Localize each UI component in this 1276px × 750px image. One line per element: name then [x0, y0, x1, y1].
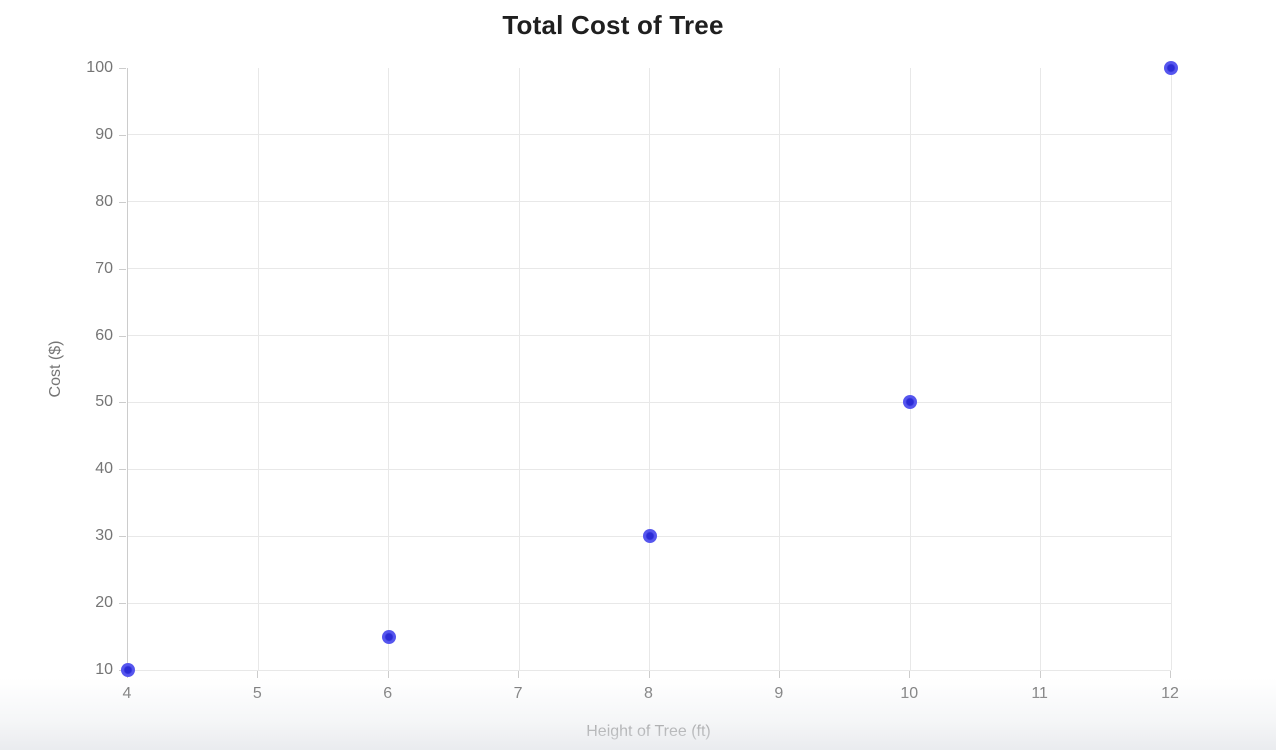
x-tick-label-8: 8 — [644, 685, 653, 702]
x-tick-8 — [648, 671, 650, 678]
x-tick-label-12: 12 — [1161, 685, 1179, 702]
y-tick-30 — [119, 536, 126, 538]
chart-title: Total Cost of Tree — [502, 10, 724, 40]
data-point-6-15[interactable] — [381, 629, 396, 644]
gridline-x-9 — [779, 68, 781, 670]
x-tick-label-10: 10 — [900, 685, 919, 702]
data-point-4-10[interactable] — [121, 663, 135, 677]
y-tick-90 — [119, 134, 126, 136]
gridline-x-11 — [1040, 68, 1042, 670]
gridline-y-10 — [128, 669, 1171, 671]
gridline-x-7 — [518, 68, 520, 670]
x-tick-label-6: 6 — [383, 685, 393, 702]
x-tick-label-4: 4 — [122, 685, 132, 702]
y-tick-label-60: 60 — [95, 326, 113, 344]
x-axis-title: Height of Tree (ft) — [586, 723, 711, 740]
y-tick-60 — [119, 335, 126, 337]
x-tick-label-9: 9 — [774, 685, 784, 702]
data-point-12-100[interactable] — [1164, 61, 1178, 75]
y-tick-40 — [119, 469, 126, 471]
data-point-8-30[interactable] — [642, 529, 657, 544]
x-tick-10 — [909, 671, 911, 678]
y-axis-title: Cost ($) — [47, 340, 64, 398]
y-tick-50 — [119, 402, 126, 404]
y-tick-label-70: 70 — [95, 259, 113, 277]
y-tick-20 — [119, 603, 126, 605]
plot-area — [121, 61, 1178, 677]
chart-card: Total Cost of Tree Cost ($) 10 20 30 40 50 60… — [47, 10, 1179, 740]
x-tick-label-11: 11 — [1031, 685, 1048, 702]
y-tick-label-100: 100 — [86, 59, 113, 76]
x-tick-12 — [1170, 671, 1171, 678]
y-tick-label-20: 20 — [95, 594, 113, 612]
x-tick-5 — [257, 671, 259, 678]
y-tick-100 — [119, 68, 126, 69]
x-tick-label-7: 7 — [513, 685, 523, 702]
x-tick-label-5: 5 — [252, 685, 262, 702]
x-tick-6 — [387, 671, 389, 678]
y-tick-label-80: 80 — [95, 192, 113, 210]
y-tick-80 — [119, 201, 126, 203]
gridline-x-12 — [1170, 68, 1172, 670]
y-tick-label-30: 30 — [95, 527, 113, 545]
gridline-x-10 — [909, 68, 911, 670]
y-tick-label-40: 40 — [95, 460, 113, 478]
gridline-x-5 — [257, 68, 259, 670]
y-tick-70 — [119, 268, 126, 270]
y-tick-label-10: 10 — [95, 661, 113, 678]
y-tick-label-90: 90 — [95, 125, 113, 143]
gridline-x-8 — [649, 68, 650, 670]
y-tick-label-50: 50 — [95, 393, 113, 411]
x-tick-7 — [518, 671, 520, 678]
x-tick-11 — [1039, 671, 1041, 678]
gridline-x-6 — [388, 68, 390, 670]
x-tick-9 — [778, 671, 780, 678]
data-point-10-50[interactable] — [903, 395, 918, 410]
